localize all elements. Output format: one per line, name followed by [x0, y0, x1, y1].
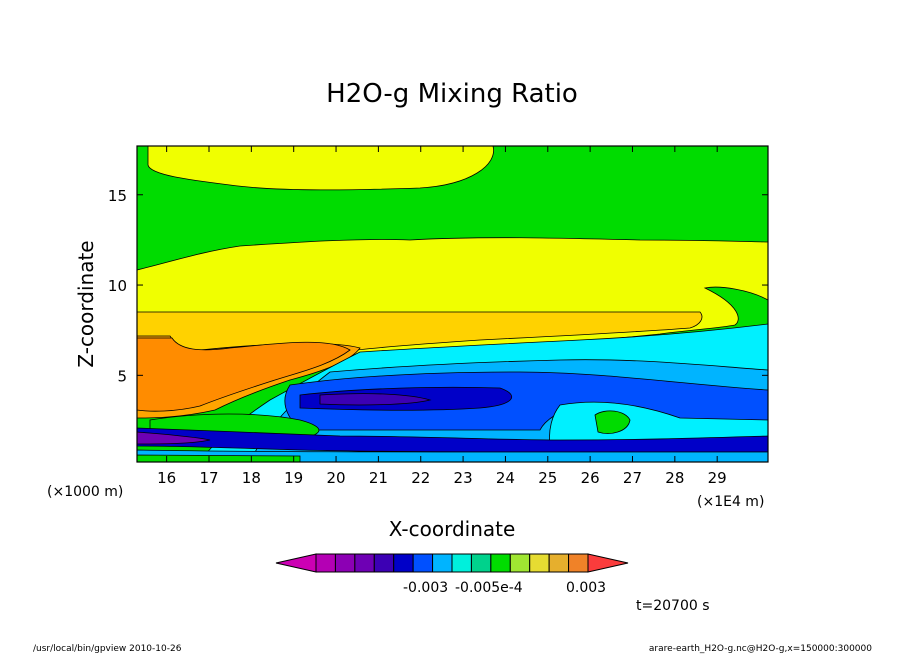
- colorbar-label-2: 0.003: [566, 580, 606, 596]
- colorbar-label-1: -0.005e-4: [455, 580, 523, 596]
- colorbar-swatch: [509, 553, 531, 573]
- x-axis-label: X-coordinate: [389, 517, 516, 541]
- colorbar-swatch: [354, 553, 375, 573]
- colorbar-swatch: [412, 553, 434, 573]
- colorbar-swatch: [548, 553, 570, 573]
- chart-title: H2O-g Mixing Ratio: [326, 79, 578, 109]
- y-tick-label: 10: [108, 277, 127, 295]
- colorbar-swatch: [451, 553, 472, 573]
- footer-right: arare-earth_H2O-g.nc@H2O-g,x=150000:3000…: [649, 644, 872, 654]
- colorbar-swatch: [490, 553, 511, 573]
- plot-frame: [136, 145, 769, 463]
- colorbar-labels: -0.003 -0.005e-4 0.003: [403, 580, 606, 596]
- y-axis-ticks: 5 10 15: [108, 187, 768, 385]
- colorbar-swatch: [315, 553, 336, 573]
- contour-band-purple-bottom: [137, 431, 211, 445]
- y-tick-label: 5: [117, 367, 127, 385]
- plot-area: [137, 146, 768, 462]
- x-tick-label: 16: [157, 469, 176, 487]
- x-tick-label: 24: [496, 469, 515, 487]
- x-tick-label: 20: [326, 469, 345, 487]
- x-tick-label: 26: [581, 469, 600, 487]
- colorbar-swatch: [529, 553, 550, 573]
- x-tick-label: 18: [242, 469, 261, 487]
- x-tick-label: 17: [199, 469, 218, 487]
- colorbar-swatch: [432, 553, 453, 573]
- contour-band-green-base: [137, 454, 301, 462]
- x-tick-label: 23: [454, 469, 473, 487]
- time-label: t=20700 s: [636, 598, 710, 614]
- x-tick-label: 21: [369, 469, 388, 487]
- colorbar-swatch: [568, 553, 589, 573]
- colorbar-label-0: -0.003: [403, 580, 448, 596]
- y-axis-label: Z-coordinate: [74, 240, 98, 367]
- x-tick-label: 22: [411, 469, 430, 487]
- x-tick-label: 28: [665, 469, 684, 487]
- colorbar-arrow-low: [275, 553, 317, 573]
- contour-band-darkorange: [137, 337, 351, 412]
- x-unit-left: (×1000 m): [47, 484, 123, 500]
- x-tick-label: 25: [538, 469, 557, 487]
- x-axis-ticks: 16 17 18 19 20 21 22 23 24 25 26 27 28 29: [157, 146, 727, 487]
- colorbar-arrow-high: [587, 553, 629, 573]
- contour-band-orange-light: [137, 311, 703, 353]
- contour-band-indigo: [319, 393, 432, 406]
- x-unit-right: (×1E4 m): [697, 494, 764, 510]
- y-tick-label: 15: [108, 187, 127, 205]
- colorbar-swatch: [373, 553, 395, 573]
- contour-band-green-right: [594, 410, 631, 434]
- x-tick-label: 19: [284, 469, 303, 487]
- colorbar: [275, 553, 629, 573]
- x-tick-label: 27: [623, 469, 642, 487]
- contour-band-yellow-upper: [147, 146, 494, 191]
- colorbar-swatch: [470, 553, 492, 573]
- contour-band-navy-bottom: [137, 427, 768, 453]
- colorbar-swatch: [393, 553, 414, 573]
- footer-left: /usr/local/bin/gpview 2010-10-26: [33, 644, 182, 654]
- colorbar-swatch: [334, 553, 356, 573]
- x-tick-label: 29: [708, 469, 727, 487]
